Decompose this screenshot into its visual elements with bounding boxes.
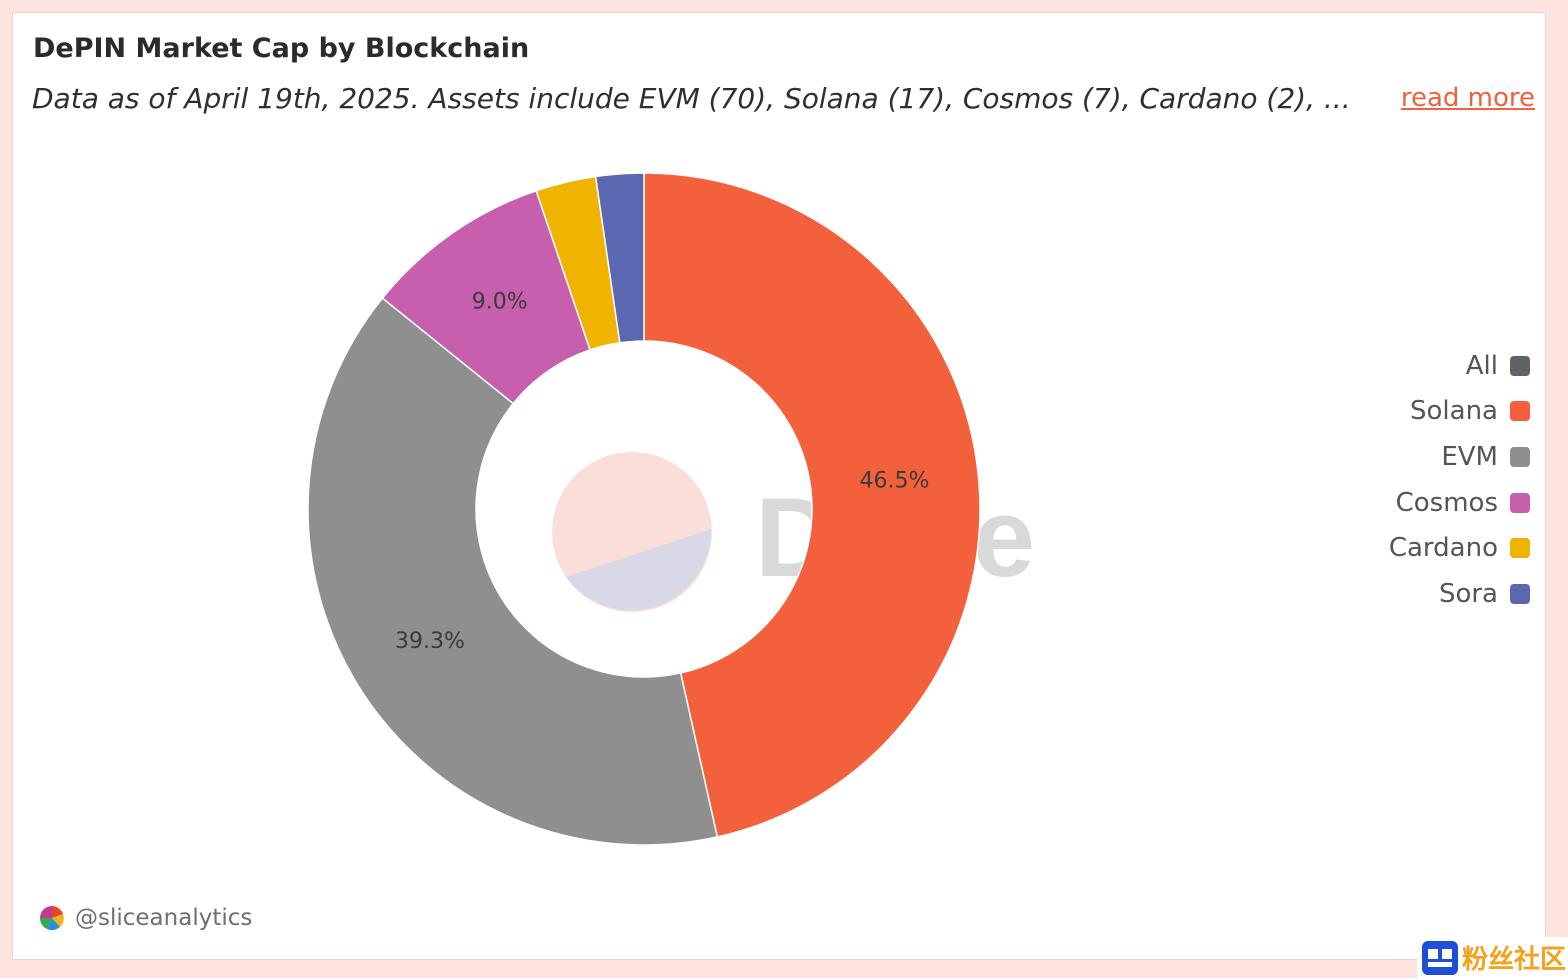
dune-watermark-logo [552, 452, 712, 612]
slice-analytics-logo-icon [39, 906, 64, 931]
donut-slice-labels: 46.5% 39.3% 9.0% [395, 289, 929, 654]
legend-item-sora[interactable]: Sora [1389, 571, 1530, 617]
badge-logo-icon [1421, 940, 1458, 975]
donut-slices [307, 172, 981, 846]
legend-swatch [1510, 401, 1530, 422]
legend-swatch [1510, 538, 1530, 559]
donut-chart: Dune 46.5%39.3%9.0% [307, 172, 1035, 846]
legend-swatch [1510, 492, 1530, 513]
chart-title: DePIN Market Cap by Blockchain [33, 33, 530, 64]
legend-item-all[interactable]: All [1389, 343, 1530, 389]
legend-label: Sora [1438, 578, 1498, 609]
slice-label-evm: 39.3% [395, 629, 465, 654]
legend-label: EVM [1441, 441, 1498, 472]
legend-item-cosmos[interactable]: Cosmos [1389, 480, 1530, 526]
legend-label: Solana [1410, 396, 1498, 427]
legend-item-evm[interactable]: EVM [1389, 434, 1530, 480]
chart-subtitle: Data as of April 19th, 2025. Assets incl… [32, 82, 1351, 115]
legend-item-solana[interactable]: Solana [1389, 389, 1530, 435]
legend-swatch [1510, 583, 1530, 604]
legend-label: Cosmos [1395, 487, 1498, 518]
author-handle: @sliceanalytics [75, 905, 253, 931]
legend-swatch [1510, 355, 1530, 376]
badge-text: 粉丝社区 [1461, 945, 1566, 975]
slice-sora[interactable] [594, 172, 645, 344]
slice-evm[interactable] [307, 297, 719, 846]
footer: @sliceanalytics [39, 905, 252, 931]
read-more-link[interactable]: read more [1394, 83, 1535, 113]
slice-solana[interactable] [643, 172, 981, 838]
legend-label: All [1465, 350, 1498, 381]
corner-badge: 粉丝社区 [1416, 937, 1568, 978]
slice-label-solana: 46.5% [860, 468, 930, 493]
legend-item-cardano[interactable]: Cardano [1389, 525, 1530, 571]
legend-swatch [1510, 446, 1530, 467]
slice-label-cosmos: 9.0% [472, 289, 528, 314]
chart-card: DePIN Market Cap by Blockchain Data as o… [12, 12, 1546, 960]
legend-label: Cardano [1388, 533, 1498, 564]
chart-legend: All Solana EVM Cosmos Cardano Sora [1389, 343, 1530, 617]
